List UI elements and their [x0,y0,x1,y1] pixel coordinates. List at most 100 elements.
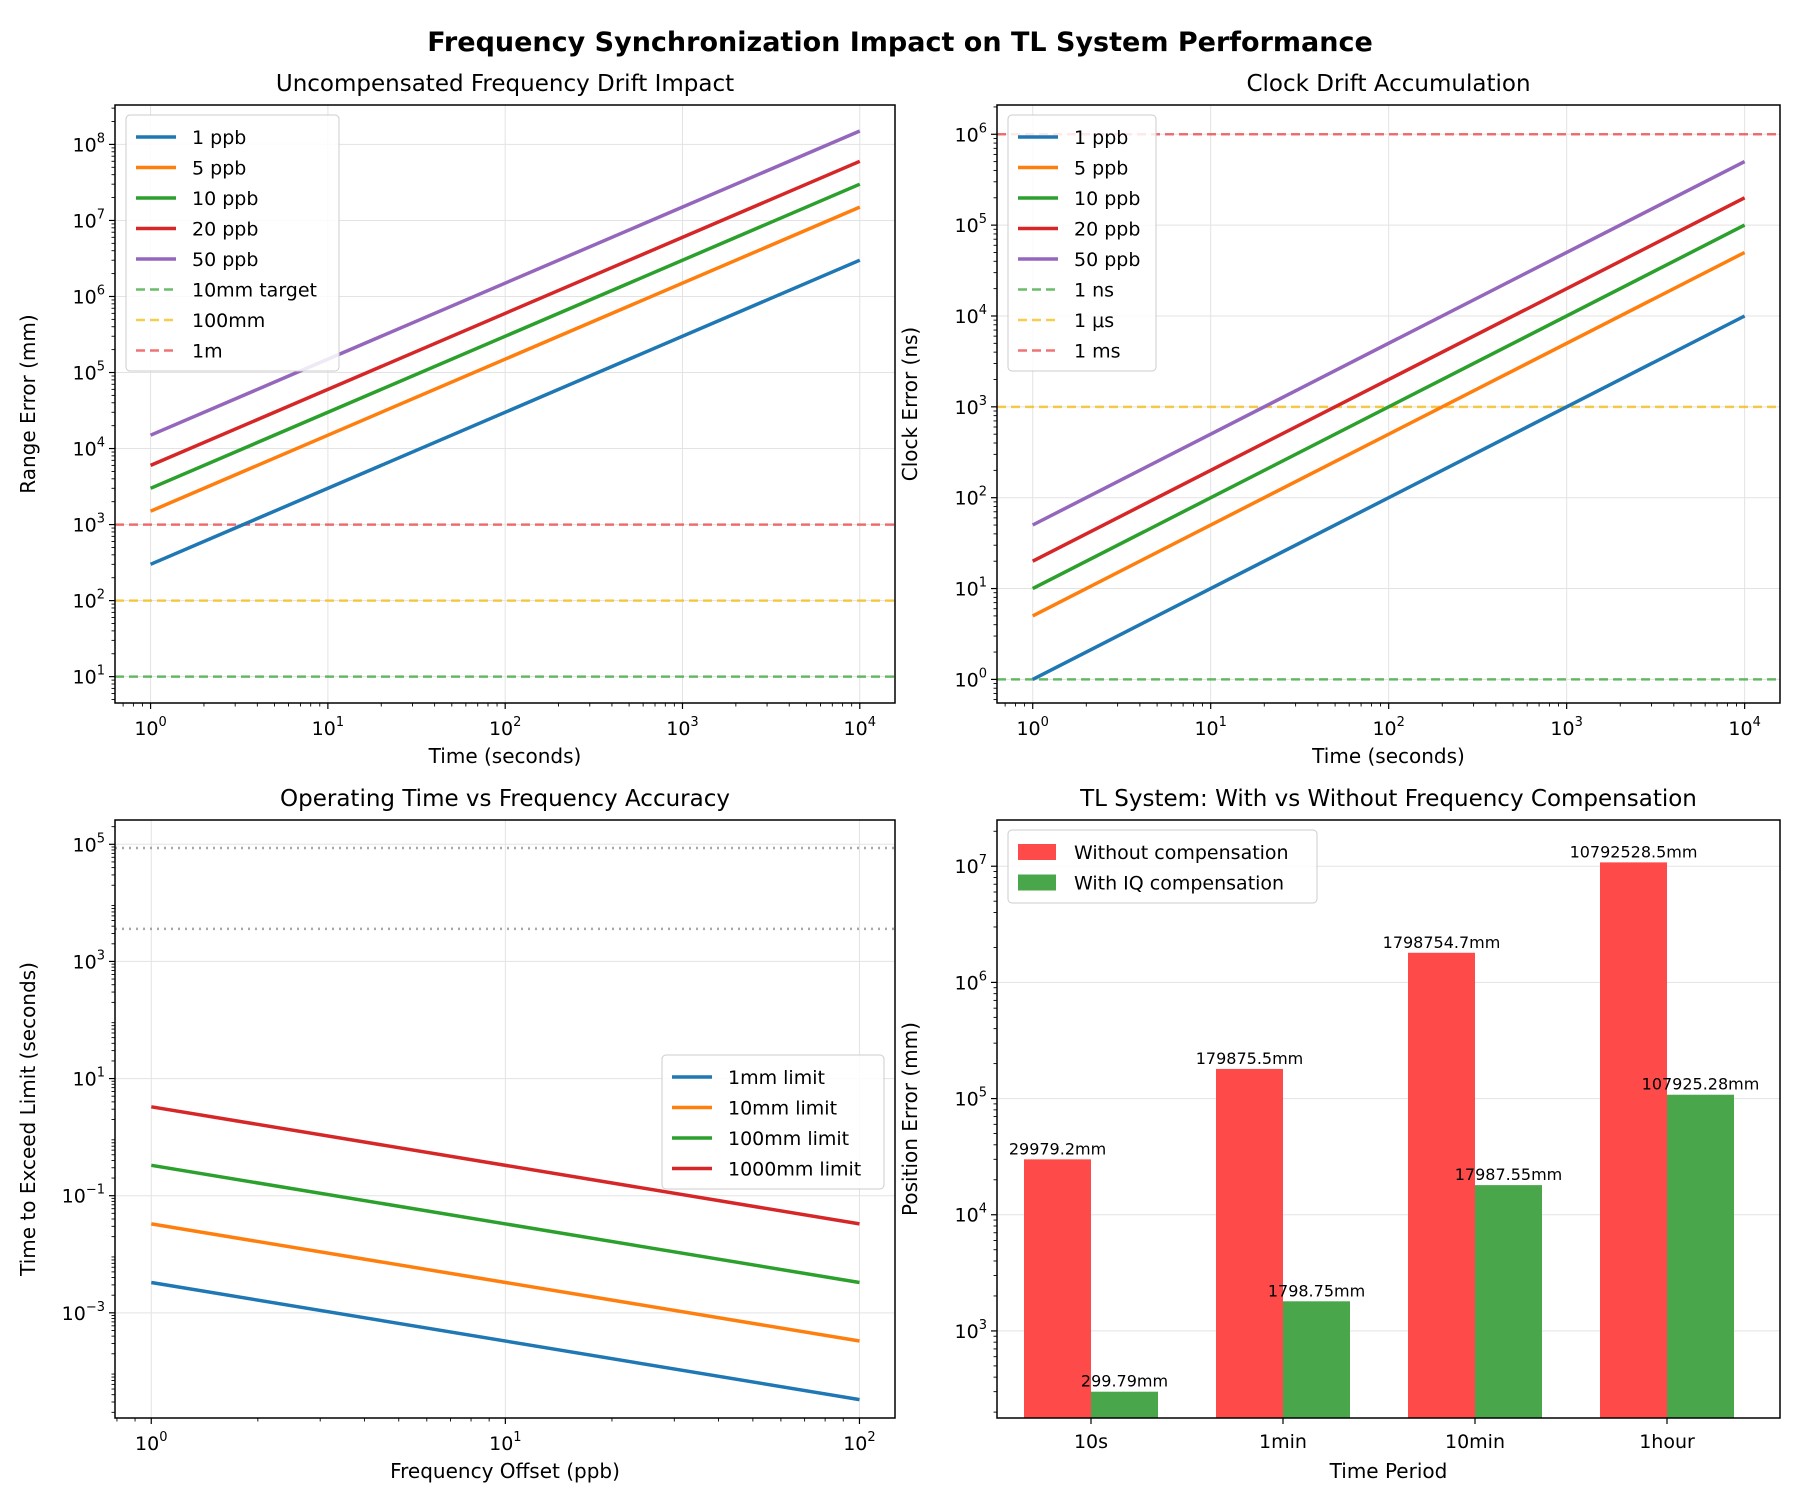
bar-value-label: 299.79mm [1081,1372,1168,1391]
y-tick-label: 108 [73,131,105,156]
legend-label: 50 ppb [192,249,258,271]
clock-chart: Clock Drift Accumulation 100 101 102 103 104 1… [898,71,1781,768]
legend-label: 1 μs [1074,310,1114,332]
bar [1091,1391,1158,1418]
y-tick-label: 101 [955,576,987,601]
figure-title: Frequency Synchronization Impact on TL S… [427,27,1373,58]
bar-value-label: 10792528.5mm [1570,842,1698,861]
x-tick-label: 102 [1372,715,1404,740]
legend-frame [1007,829,1318,904]
series-line-1mm-limit [151,1280,860,1402]
y-tick-label: 105 [955,1086,987,1111]
legend-label: 100mm limit [728,1128,849,1150]
x-tick-label: 100 [134,715,166,740]
y-tick-label: 104 [955,303,987,328]
legend-label: 50 ppb [1074,249,1140,271]
bar [1600,862,1667,1418]
y-tick-label: 102 [955,485,987,510]
series-line-5-ppb [1031,250,1746,618]
x-tick-label: 10min [1445,1431,1505,1453]
drift-marks [115,129,895,678]
series-line-1-ppb [149,258,861,566]
drift-chart: Uncompensated Frequency Drift Impact 101 1… [16,71,896,768]
y-tick-label: 10−3 [62,1300,105,1325]
optime-chart: Operating Time vs Frequency Accuracy 10−3… [16,786,896,1483]
y-tick-label: 103 [73,512,105,537]
clock-xlabel: Time (seconds) [1311,744,1465,768]
legend-label: 1 ms [1074,341,1121,363]
y-tick-label: 105 [73,831,105,856]
y-tick-label: 104 [955,1202,987,1227]
legend-swatch [1018,844,1056,860]
legend-frame [1007,114,1157,372]
bar [1408,952,1475,1418]
y-tick-label: 106 [955,121,987,146]
bar-value-label: 1798754.7mm [1383,933,1501,952]
optime-grid [115,820,895,1418]
x-tick-label: 103 [666,715,698,740]
optime-marks [115,846,895,1402]
legend-label: 1000mm limit [728,1159,861,1181]
clock-title: Clock Drift Accumulation [1246,71,1530,97]
bar-value-label: 17987.55mm [1455,1165,1563,1184]
legend-label: 10mm target [192,280,317,302]
legend-label: 5 ppb [1074,158,1128,180]
series-line-1-ppb [1031,314,1746,681]
legend-label: 1 ppb [1074,127,1128,149]
x-tick-label: 102 [489,715,521,740]
y-tick-label: 104 [73,436,105,461]
bar-value-label: 179875.5mm [1196,1049,1304,1068]
series-line-100mm-limit [151,1163,860,1285]
x-tick-label: 101 [1194,715,1226,740]
legend-frame [661,1054,885,1190]
bar [1667,1094,1734,1418]
bars-title: TL System: With vs Without Frequency Com… [1079,786,1697,812]
y-tick-label: 103 [73,948,105,973]
x-tick-label: 103 [1550,715,1582,740]
optime-xlabel: Frequency Offset (ppb) [390,1459,620,1483]
optime-ylabel: Time to Exceed Limit (seconds) [16,962,40,1277]
x-tick-label: 104 [1728,715,1760,740]
legend-label: 20 ppb [192,219,258,241]
x-tick-label: 10s [1074,1431,1108,1453]
legend-label: 20 ppb [1074,219,1140,241]
x-tick-label: 100 [135,1430,167,1455]
plots: Uncompensated Frequency Drift Impact 101 1… [16,71,1781,1483]
bars-marks [1024,862,1734,1418]
series-line-50-ppb [1031,160,1746,527]
y-tick-label: 105 [73,360,105,385]
legend-label: 10 ppb [192,188,258,210]
legend-label: 1m [192,341,223,363]
bars-ylabel: Position Error (mm) [898,1022,922,1216]
legend-label: 100mm [192,310,265,332]
legend-swatch [1018,874,1056,891]
drift-ylabel: Range Error (mm) [16,314,40,493]
series-line-10mm-limit [151,1222,860,1343]
legend-label: 1mm limit [728,1067,825,1089]
y-tick-label: 103 [955,394,987,419]
bar [1216,1068,1283,1418]
legend-label: Without compensation [1074,842,1289,864]
series-line-5-ppb [149,205,861,513]
drift-title: Uncompensated Frequency Drift Impact [276,71,734,97]
legend-label: 1 ppb [192,127,246,149]
y-tick-label: 100 [955,666,987,691]
series-line-50-ppb [149,129,861,437]
legend-frame [125,114,340,372]
legend-label: 10mm limit [728,1098,837,1120]
legend-label: With IQ compensation [1074,873,1284,895]
bar [1283,1301,1350,1418]
bars-axes-frame [996,819,1781,1419]
y-tick-label: 107 [73,207,105,232]
bar-value-label: 107925.28mm [1642,1075,1760,1094]
bar-value-label: 29979.2mm [1009,1139,1106,1158]
y-tick-label: 106 [73,283,105,308]
bar [1024,1159,1091,1418]
x-tick-label: 1hour [1639,1431,1695,1453]
y-tick-label: 101 [73,664,105,689]
series-line-10-ppb [149,182,861,490]
y-tick-label: 106 [955,969,987,994]
y-tick-label: 105 [955,212,987,237]
x-tick-label: 104 [844,715,876,740]
